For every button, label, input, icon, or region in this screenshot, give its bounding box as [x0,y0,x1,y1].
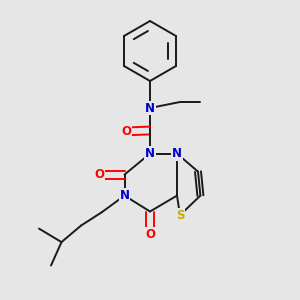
Text: N: N [145,147,155,160]
Text: S: S [176,208,184,222]
Text: O: O [145,228,155,241]
Text: N: N [145,101,155,115]
Text: N: N [172,147,182,160]
Text: O: O [94,168,104,181]
Text: N: N [119,189,130,202]
Text: O: O [121,125,131,138]
